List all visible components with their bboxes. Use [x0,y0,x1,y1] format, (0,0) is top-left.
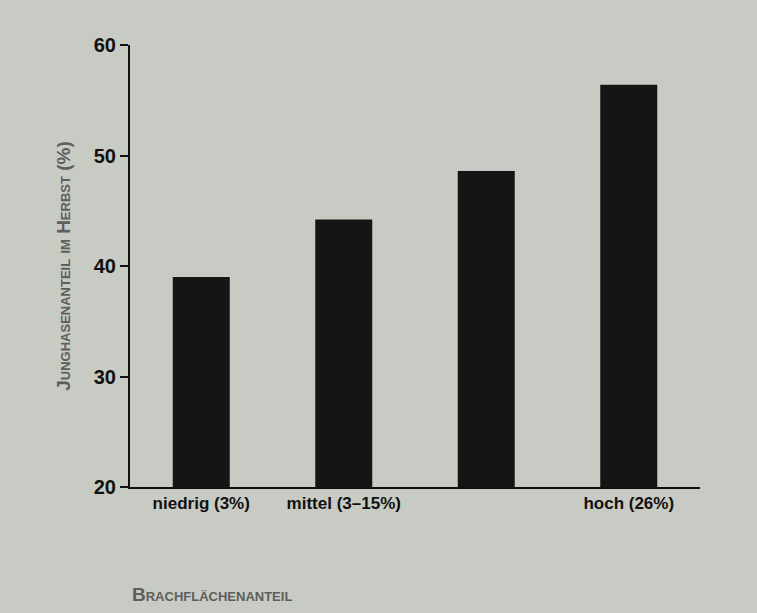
svg-text:mittel (3–15%): mittel (3–15%) [287,494,401,513]
svg-text:50: 50 [94,145,116,167]
svg-text:niedrig (3%): niedrig (3%) [153,494,250,513]
svg-text:40: 40 [94,255,116,277]
svg-text:20: 20 [94,476,116,498]
svg-text:30: 30 [94,366,116,388]
svg-text:hoch (26%): hoch (26%) [583,494,674,513]
svg-text:Junghasenanteil im Herbst (%): Junghasenanteil im Herbst (%) [53,141,74,391]
svg-text:Brachflächenanteil: Brachflächenanteil [132,584,292,605]
svg-text:60: 60 [94,34,116,56]
